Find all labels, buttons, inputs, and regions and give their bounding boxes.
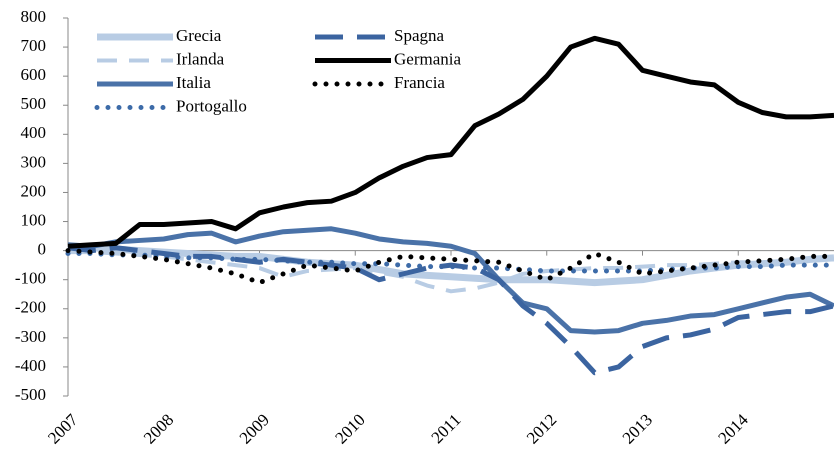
x-tick-label: 2007: [44, 410, 82, 448]
legend-label: Irlanda: [176, 49, 225, 68]
x-tick-label: 2014: [714, 410, 752, 448]
series-line: [65, 248, 834, 286]
y-tick-label: 300: [21, 152, 47, 171]
y-tick-label: 500: [21, 94, 47, 113]
series-line: [68, 250, 834, 294]
y-tick-label: -500: [15, 385, 46, 404]
x-tick-label: 2012: [523, 410, 560, 447]
y-tick-label: 100: [21, 210, 47, 229]
x-tick-label: 2008: [140, 410, 177, 447]
x-tick-label: 2010: [331, 410, 368, 447]
legend-label: Italia: [176, 73, 211, 92]
y-tick-label: 600: [21, 65, 47, 84]
y-tick-label: 0: [38, 240, 47, 259]
y-tick-label: 200: [21, 181, 47, 200]
y-tick-label: 400: [21, 123, 47, 142]
y-tick-label: -300: [15, 327, 46, 346]
x-tick-label: 2011: [428, 410, 465, 447]
legend-label: Germania: [394, 49, 461, 68]
series-line: [67, 226, 834, 335]
y-tick-label: 800: [21, 7, 47, 26]
y-tick-label: -200: [15, 298, 46, 317]
series-line: [67, 245, 834, 376]
x-tick-label: 2013: [619, 410, 656, 447]
legend-label: Portogallo: [176, 96, 247, 115]
y-tick-label: -400: [15, 356, 46, 375]
legend-label: Grecia: [176, 26, 222, 45]
y-tick-label: 700: [21, 36, 47, 55]
series-line: [67, 35, 834, 249]
legend-label: Francia: [394, 73, 445, 92]
legend-label: Spagna: [394, 26, 445, 45]
x-tick-label: 2009: [236, 410, 273, 447]
y-tick-label: -100: [15, 269, 46, 288]
